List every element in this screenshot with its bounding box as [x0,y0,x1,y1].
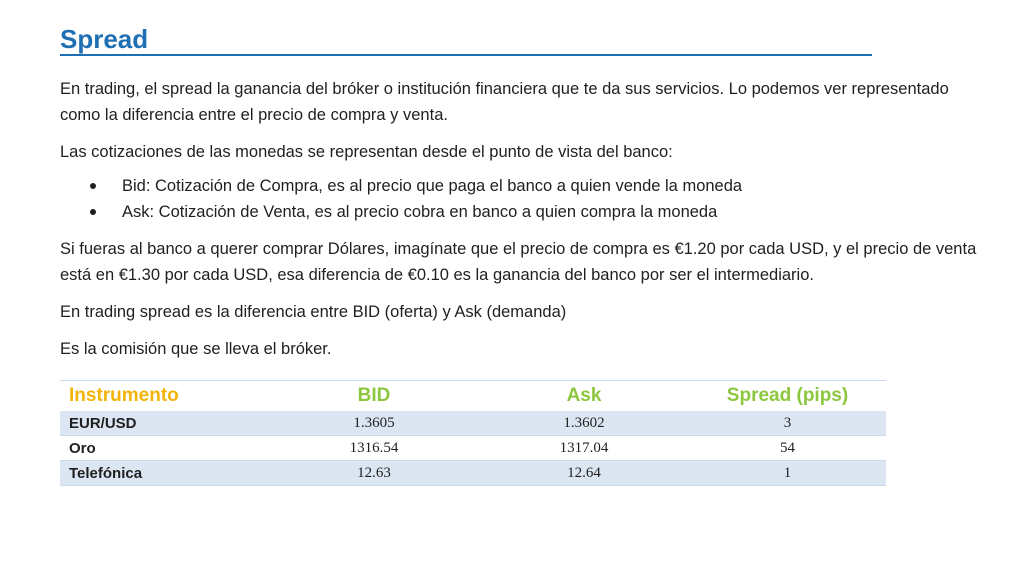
table-row: EUR/USD 1.3605 1.3602 3 [60,411,886,436]
paragraph-commission: Es la comisión que se lleva el bróker. [60,340,332,358]
table-row: Telefónica 12.63 12.64 1 [60,460,886,486]
bullet-icon [90,183,96,189]
cell-ask: 1.3602 [479,411,689,436]
header-instrumento: Instrumento [69,385,179,406]
list-item-text: Bid: Cotización de Compra, es al precio … [122,177,743,195]
cell-spread: 54 [780,439,795,456]
cell-spread: 1 [689,460,886,486]
cell-bid: 1316.54 [349,439,399,456]
list-item: Bid: Cotización de Compra, es al precio … [60,173,990,199]
paragraph-quotes: Las cotizaciones de las monedas se repre… [60,143,673,161]
bullet-list: Bid: Cotización de Compra, es al precio … [60,173,990,225]
page-title: Spread [60,24,149,54]
cell-instrument: Oro [69,439,96,457]
table-header-row: Instrumento BID Ask Spread (pips) [60,380,886,412]
header-spread: Spread (pips) [726,385,849,406]
cell-instrument: Telefónica [60,460,269,486]
list-item: Ask: Cotización de Venta, es al precio c… [60,199,990,225]
list-item-text: Ask: Cotización de Venta, es al precio c… [122,203,718,221]
paragraph-intro: En trading, el spread la ganancia del br… [60,80,949,124]
cell-ask: 1317.04 [559,439,609,456]
cell-bid: 1.3605 [269,411,479,436]
paragraph-definition: En trading spread es la diferencia entre… [60,303,567,321]
cell-instrument: EUR/USD [60,411,269,436]
spread-table: Instrumento BID Ask Spread (pips) EUR/US… [60,380,886,486]
header-ask: Ask [566,385,602,406]
document-page: Spread En trading, el spread la ganancia… [60,18,990,486]
table-row: Oro 1316.54 1317.04 54 [60,436,886,461]
title-underline: Spread [60,18,872,56]
cell-spread: 3 [689,411,886,436]
bullet-icon [90,209,96,215]
cell-bid: 12.63 [269,460,479,486]
paragraph-example: Si fueras al banco a querer comprar Dóla… [60,240,977,284]
cell-ask: 12.64 [479,460,689,486]
header-bid: BID [357,385,391,406]
